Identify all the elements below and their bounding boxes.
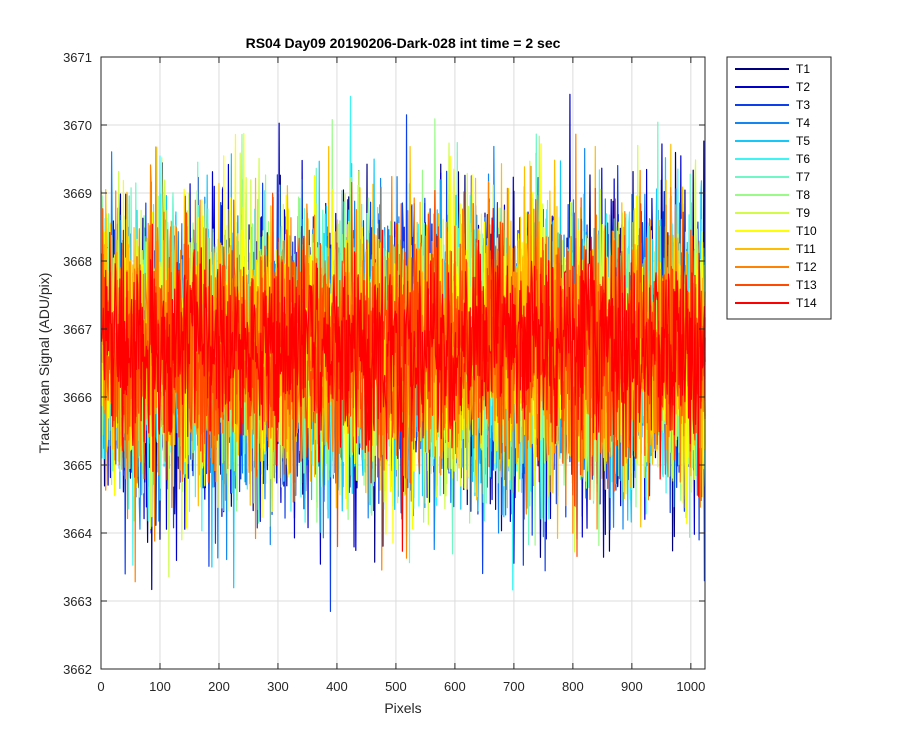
legend-label-t11: T11 <box>796 242 816 256</box>
tick-labels: 0 100 200 300 400 500 600 700 800 900 1000 3662 3663… <box>63 50 705 694</box>
y-tick-label: 3669 <box>63 186 92 201</box>
legend-label-t14: T14 <box>796 296 817 310</box>
x-tick-label: 200 <box>208 679 230 694</box>
chart-title: RS04 Day09 20190206-Dark-028 int time = … <box>246 35 561 51</box>
x-tick-label: 1000 <box>676 679 705 694</box>
legend-box <box>726 56 832 320</box>
x-tick-label: 0 <box>97 679 104 694</box>
legend-label-t12: T12 <box>796 260 817 274</box>
x-tick-label: 700 <box>503 679 525 694</box>
y-tick-label: 3662 <box>63 662 92 677</box>
legend-label-t5: T5 <box>796 134 810 148</box>
legend-label-t3: T3 <box>796 98 810 112</box>
legend-label-t7: T7 <box>796 170 810 184</box>
y-tick-label: 3666 <box>63 390 92 405</box>
x-tick-label: 600 <box>444 679 466 694</box>
x-tick-label: 800 <box>562 679 584 694</box>
x-tick-label: 500 <box>385 679 407 694</box>
axes <box>100 56 706 670</box>
x-tick-label: 100 <box>149 679 171 694</box>
legend-label-t6: T6 <box>796 152 810 166</box>
y-tick-label: 3670 <box>63 118 92 133</box>
legend-label-t2: T2 <box>796 80 810 94</box>
y-tick-label: 3668 <box>63 254 92 269</box>
y-axis-label: Track Mean Signal (ADU/pix) <box>36 273 52 454</box>
y-tick-label: 3664 <box>63 526 92 541</box>
legend-label-t8: T8 <box>796 188 810 202</box>
legend-label-t4: T4 <box>796 116 810 130</box>
y-tick-label: 3671 <box>63 50 92 65</box>
y-tick-label: 3667 <box>63 322 92 337</box>
legend-label-t13: T13 <box>796 278 817 292</box>
y-tick-label: 3663 <box>63 594 92 609</box>
legend-label-t9: T9 <box>796 206 810 220</box>
x-tick-label: 900 <box>621 679 643 694</box>
legend-label-t10: T10 <box>796 224 817 238</box>
x-axis-label: Pixels <box>384 700 421 716</box>
series-line-t14 <box>100 207 706 552</box>
x-tick-label: 400 <box>326 679 348 694</box>
series-lines <box>100 93 706 613</box>
axes-box <box>100 56 706 670</box>
legend: T1 T2 T3 T4 T5 T6 T7 T8 T9 T10 T11 T12 T13 T14 <box>726 56 832 320</box>
y-tick-label: 3665 <box>63 458 92 473</box>
x-tick-label: 300 <box>267 679 289 694</box>
legend-label-t1: T1 <box>796 62 810 76</box>
